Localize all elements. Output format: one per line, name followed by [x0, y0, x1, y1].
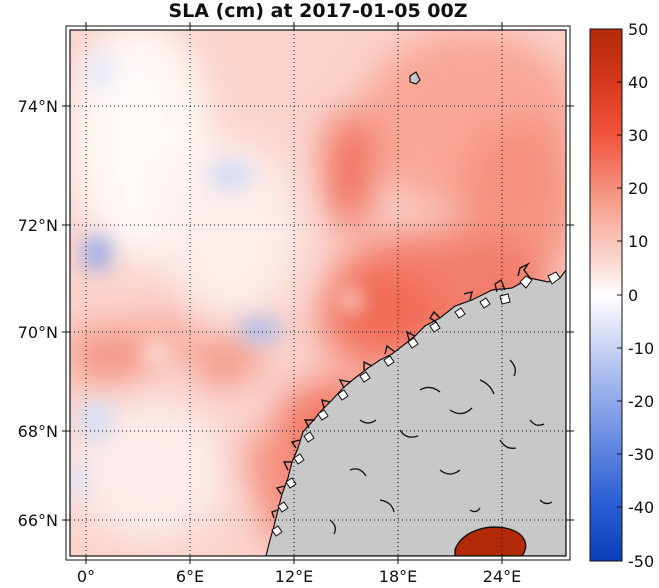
colorbar-tick-label: 50	[628, 20, 648, 39]
colorbar-tick-label: 40	[628, 73, 648, 92]
colorbar-tick-label: 30	[628, 126, 648, 145]
lon-tick-label: 18°E	[379, 567, 417, 586]
inland-lakes	[329, 359, 553, 535]
axis-ticks	[62, 22, 574, 564]
colorbar-tick-label: 10	[628, 232, 648, 251]
lon-tick-label: 12°E	[275, 567, 313, 586]
lat-tick-label: 70°N	[18, 323, 58, 342]
map-outer-frame	[65, 25, 571, 561]
bear-island	[409, 71, 421, 85]
colorbar-tick-label: -10	[628, 339, 654, 358]
coastal-islands	[271, 271, 561, 537]
sla-field	[70, 30, 566, 556]
southeast-water-body	[454, 526, 527, 556]
lat-tick-label: 72°N	[18, 216, 58, 235]
colorbar-tick-label: -20	[628, 392, 654, 411]
colorbar-tick-label: -50	[628, 552, 654, 571]
lon-tick-label: 0°	[77, 567, 95, 586]
lat-tick-label: 66°N	[18, 511, 58, 530]
map-title: SLA (cm) at 2017-01-05 00Z	[168, 0, 468, 22]
lon-tick-label: 6°E	[176, 567, 204, 586]
lat-tick-label: 74°N	[18, 97, 58, 116]
map-inner-frame	[69, 29, 567, 557]
colorbar-ticks	[617, 28, 622, 562]
graticule	[70, 30, 566, 556]
lon-tick-label: 24°E	[483, 567, 521, 586]
colorbar-tick-label: 20	[628, 179, 648, 198]
colorbar-tick-label: 0	[628, 286, 638, 305]
colorbar-tick-label: -40	[628, 498, 654, 517]
lat-tick-label: 68°N	[18, 422, 58, 441]
colorbar-tick-label: -30	[628, 445, 654, 464]
